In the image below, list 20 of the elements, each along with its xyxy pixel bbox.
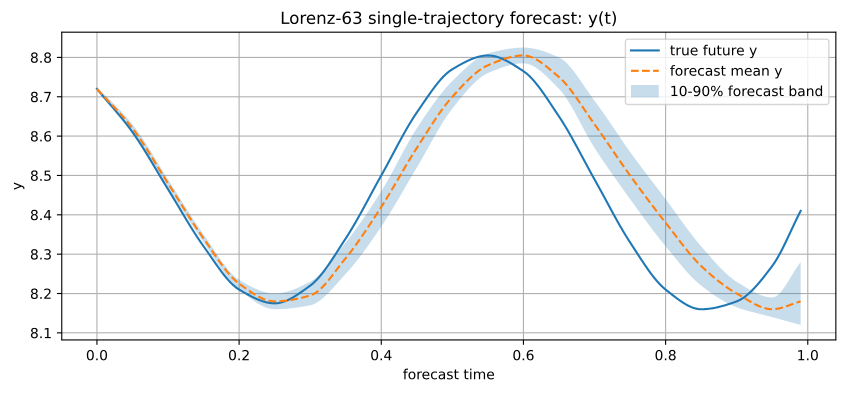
y-tick-label: 8.4 [30, 210, 52, 220]
legend-label: true future y [670, 44, 757, 58]
x-tick-label: 0.6 [513, 350, 534, 360]
y-tick-label: 8.2 [30, 288, 51, 299]
x-tick-label: 0.2 [228, 350, 249, 360]
y-tick-label: 8.3 [30, 249, 51, 260]
legend-label: forecast mean y [670, 65, 782, 79]
x-tick-label: 0.0 [86, 350, 108, 360]
y-tick-label: 8.7 [30, 92, 51, 102]
x-axis-title: forecast time [403, 368, 494, 380]
x-tick-label: 1.0 [798, 350, 818, 360]
chart-title: Lorenz-63 single-trajectory forecast: y(t) [282, 11, 616, 28]
y-tick-label: 8.6 [30, 131, 52, 142]
annotation: 10-90% forecast band [671, 86, 822, 96]
y-tick-label: 8.5 [30, 170, 51, 181]
y-tick-label: 8.1 [30, 328, 51, 338]
x-tick-label: 0.8 [655, 350, 676, 360]
y-axis-title: y [14, 182, 24, 190]
y-tick-label: 8.8 [30, 52, 52, 63]
x-tick-label: 0.4 [371, 350, 392, 360]
